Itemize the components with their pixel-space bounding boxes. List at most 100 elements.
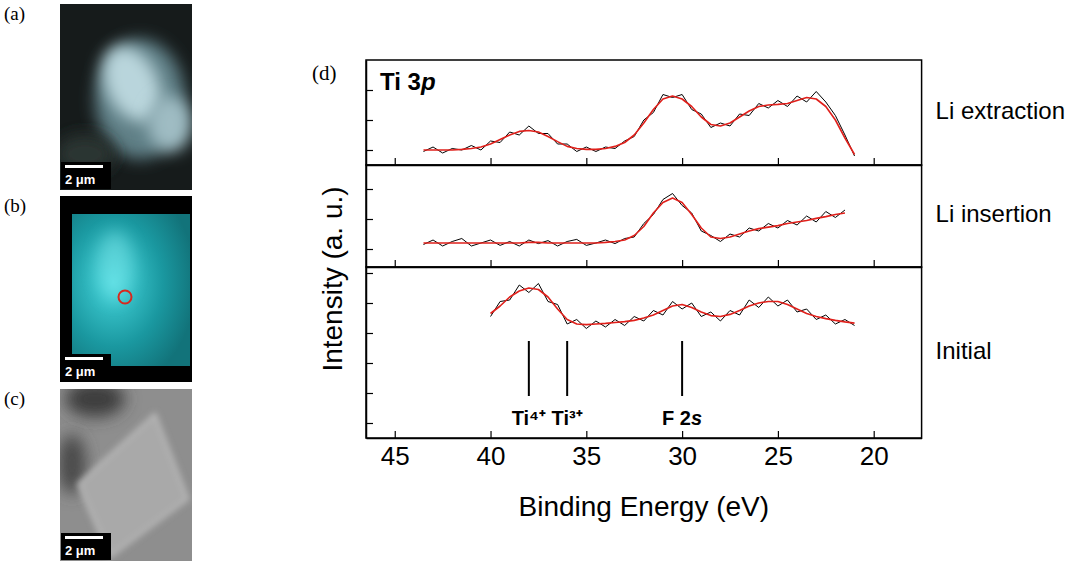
scale-bar <box>65 357 103 360</box>
x-tick <box>491 260 492 267</box>
micrograph-panel: 2 μm <box>60 196 192 382</box>
y-tick <box>366 363 373 364</box>
x-tick: 40 <box>477 431 506 471</box>
text-part: s <box>691 407 702 429</box>
plot-area <box>491 284 855 329</box>
x-tick <box>778 260 779 267</box>
y-tick-mark <box>366 363 373 364</box>
x-tick-mark <box>490 431 491 438</box>
marker-circle <box>119 291 132 304</box>
x-tick-mark <box>490 260 491 267</box>
x-axis: 45 40 35 30 25 20 <box>367 431 923 471</box>
x-tick <box>778 158 779 165</box>
row-label: Initial <box>936 337 992 364</box>
spectrum-data <box>491 284 855 329</box>
annotation-line <box>528 341 530 396</box>
x-axis-title: Binding Energy (eV) <box>519 491 770 522</box>
y-tick <box>366 90 373 91</box>
image-feature <box>148 96 192 152</box>
panel-letter: (a) <box>4 3 25 25</box>
x-tick-mark <box>874 158 875 165</box>
y-tick <box>366 273 373 274</box>
image-feature <box>65 389 125 417</box>
annotation-line <box>681 341 683 396</box>
x-tick-label: 20 <box>860 441 889 471</box>
y-axis <box>366 61 373 166</box>
y-tick <box>366 333 373 334</box>
annotations: Ti⁴⁺Ti³⁺F 2s <box>512 341 702 429</box>
micrograph <box>60 389 192 561</box>
plot-frame <box>366 165 922 267</box>
y-tick-mark <box>366 423 373 424</box>
x-tick-label: 25 <box>764 441 793 471</box>
image-background <box>60 4 192 190</box>
annotation-label: Ti⁴⁺ <box>512 407 546 429</box>
plot-area <box>423 92 854 157</box>
x-tick-mark <box>682 158 683 165</box>
x-tick <box>395 158 396 165</box>
x-tick-label: 40 <box>477 441 506 471</box>
micrograph-panel: 2 μm <box>58 381 192 561</box>
y-tick-mark <box>366 219 373 220</box>
y-axis-line <box>366 61 368 166</box>
y-tick-mark <box>366 303 373 304</box>
x-tick-label: 45 <box>381 441 410 471</box>
spectrum-data <box>423 194 844 247</box>
y-tick <box>366 393 373 394</box>
x-tick <box>682 158 683 165</box>
chart-title: Ti 3p <box>380 68 436 95</box>
y-axis-line <box>366 166 368 268</box>
spectrum-panel: 45 40 35 30 25 20 Ti⁴⁺Ti³⁺F 2s <box>366 267 922 471</box>
x-tick-mark <box>395 431 396 438</box>
x-tick: 20 <box>860 431 889 471</box>
y-tick <box>366 219 373 220</box>
x-tick-label: 35 <box>572 441 601 471</box>
x-tick <box>395 260 396 267</box>
row-label: Li insertion <box>936 200 1052 227</box>
x-tick-mark <box>586 260 587 267</box>
x-tick: 35 <box>572 431 601 471</box>
x-tick <box>491 158 492 165</box>
scale-bar-label: 2 μm <box>65 172 95 187</box>
y-tick-mark <box>366 189 373 190</box>
spectrum-fit <box>491 288 855 325</box>
figure: 2 μm (a) 2 μm (b) 2 μm (c) Li extraction Li ins… <box>0 0 1073 566</box>
x-tick <box>586 158 587 165</box>
spectrum-fit <box>423 96 854 155</box>
y-tick <box>366 423 373 424</box>
scale-bar-label: 2 μm <box>65 543 95 558</box>
row-label: Li extraction <box>936 97 1065 124</box>
y-tick-mark <box>366 333 373 334</box>
scale-bar-background <box>61 533 111 560</box>
y-axis <box>366 268 373 439</box>
x-tick <box>586 260 587 267</box>
text-part: F 2 <box>662 407 691 429</box>
y-tick-mark <box>366 90 373 91</box>
x-tick-mark <box>490 158 491 165</box>
text-part: p <box>420 68 436 95</box>
y-axis-title: Intensity (a. u.) <box>317 186 348 371</box>
scale-bar-label: 2 μm <box>65 364 95 379</box>
row-labels: Li extraction Li insertion Initial <box>936 97 1065 364</box>
y-tick-mark <box>366 249 373 250</box>
x-tick-mark <box>395 158 396 165</box>
x-tick-mark <box>586 158 587 165</box>
x-tick-mark <box>682 260 683 267</box>
x-tick-mark <box>778 158 779 165</box>
spectrum-panel <box>366 165 922 268</box>
scale-bar-background <box>61 354 111 381</box>
plot-frame <box>366 267 922 438</box>
micrograph-panel: 2 μm <box>55 4 192 190</box>
panel-letter: (d) <box>312 61 337 85</box>
scale-bar <box>65 536 103 539</box>
panel-letter: (b) <box>4 195 26 217</box>
scale-bar-background <box>61 162 111 189</box>
micrograph <box>60 4 192 190</box>
x-tick <box>682 260 683 267</box>
spectrum-panel <box>366 60 922 166</box>
x-tick-mark <box>682 431 683 438</box>
x-tick: 45 <box>381 431 410 471</box>
x-tick-mark <box>778 260 779 267</box>
x-tick: 30 <box>668 431 697 471</box>
panel-letter: (c) <box>4 388 25 410</box>
